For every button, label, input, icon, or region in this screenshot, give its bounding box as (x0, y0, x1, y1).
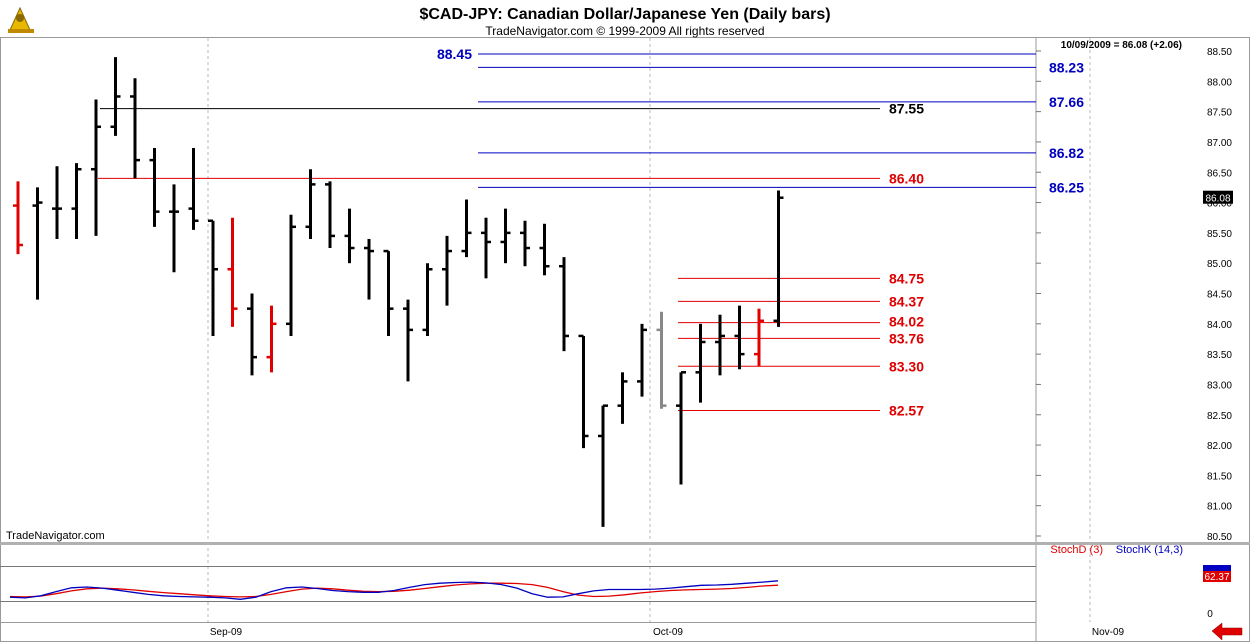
level-label: 88.23 (1049, 59, 1084, 75)
level-label: 84.75 (889, 270, 924, 286)
stoch-value-badge: 62.37 (1203, 565, 1231, 583)
ohlc-bar (559, 257, 569, 352)
ohlc-bar (520, 220, 530, 267)
last-quote-text: 10/09/2009 = 86.08 (+2.06) (1061, 40, 1182, 51)
ohlc-bar (422, 263, 433, 336)
ohlc-bar (442, 235, 452, 306)
x-tick-label: Nov-09 (1092, 627, 1125, 638)
ohlc-bar (383, 249, 394, 336)
x-tick-label: Sep-09 (210, 627, 243, 638)
ohlc-bar (403, 299, 413, 382)
stoch-series-line (9, 580, 779, 600)
stochastic-lines (9, 580, 779, 600)
level-label: 86.25 (1049, 179, 1084, 195)
month-gridlines (207, 38, 1091, 622)
level-label: 88.45 (437, 46, 472, 62)
red-left-arrow-icon[interactable] (1211, 622, 1243, 641)
stoch-value-label: 62.37 (1204, 572, 1229, 583)
y-tick-label: 85.50 (1207, 229, 1232, 240)
ohlc-bar (637, 323, 647, 397)
ohlc-bar (461, 199, 472, 258)
y-tick-label: 87.00 (1207, 138, 1232, 149)
chart-title: $CAD-JPY: Canadian Dollar/Japanese Yen (… (419, 6, 830, 23)
ohlc-bar (539, 223, 550, 276)
ohlc-bar (676, 371, 686, 485)
ohlc-bar (71, 163, 82, 239)
y-tick-label: 84.00 (1207, 320, 1232, 331)
ohlc-bar (598, 404, 608, 527)
level-label: 83.30 (889, 358, 924, 374)
price-bars (13, 57, 784, 527)
y-tick-label: 80.50 (1207, 532, 1232, 543)
ohlc-bar (52, 166, 62, 239)
ohlc-bar (656, 311, 667, 409)
ohlc-bar (227, 217, 238, 327)
ohlc-bar (130, 78, 140, 179)
y-tick-label: 83.00 (1207, 380, 1232, 391)
ohlc-bar (617, 372, 628, 424)
ohlc-bar (325, 181, 335, 249)
copyright-text: TradeNavigator.com © 1999-2009 All right… (485, 24, 764, 38)
y-tick-label: 85.00 (1207, 259, 1232, 270)
ohlc-bar (208, 219, 218, 336)
level-label: 86.40 (889, 170, 924, 186)
ohlc-bar (149, 148, 160, 227)
stoch-zero-tick: 0 (1207, 609, 1213, 620)
ohlc-bar (110, 57, 121, 136)
legend-stochk: StochK (14,3) (1116, 544, 1183, 556)
level-label: 87.66 (1049, 94, 1084, 110)
y-tick-label: 81.00 (1207, 502, 1232, 513)
ohlc-bar (734, 305, 745, 370)
ohlc-bar (286, 214, 296, 336)
ohlc-bar (305, 169, 316, 239)
stoch-series-line (9, 582, 779, 598)
y-tick-label: 82.50 (1207, 411, 1232, 422)
level-lines: 88.45 88.23 87.66 87.55 86.82 86.40 86.25 84.75… (98, 46, 1084, 419)
ohlc-bar (13, 181, 23, 255)
ohlc-bar (578, 334, 589, 449)
ohlc-bar (481, 217, 491, 279)
ohlc-bar (754, 308, 764, 367)
ohlc-bar (91, 99, 101, 236)
price-axis: 80.50 81.00 81.50 82.00 82.50 83.00 83.50 84.00… (1036, 47, 1232, 543)
level-label: 83.76 (889, 330, 924, 346)
level-label: 86.82 (1049, 145, 1084, 161)
x-tick-label: Oct-09 (653, 627, 683, 638)
ohlc-bar (169, 184, 179, 273)
y-tick-label: 82.00 (1207, 441, 1232, 452)
ohlc-bar (364, 238, 374, 300)
last-price-label: 86.08 (1205, 194, 1230, 205)
ohlc-bar (247, 293, 257, 376)
last-price-badge: 86.08 (1203, 190, 1233, 205)
y-tick-label: 83.50 (1207, 350, 1232, 361)
ohlc-bar (188, 148, 199, 230)
ohlc-bar (695, 323, 706, 403)
level-label: 84.02 (889, 314, 924, 330)
time-axis-labels: Sep-09 Oct-09 Nov-09 (210, 627, 1125, 638)
ohlc-bar (715, 314, 725, 376)
sextant-logo-icon (8, 6, 34, 33)
y-tick-label: 87.50 (1207, 108, 1232, 119)
y-tick-label: 84.50 (1207, 290, 1232, 301)
level-label: 84.37 (889, 293, 924, 309)
watermark-text: TradeNavigator.com (6, 530, 105, 542)
ohlc-bar (500, 208, 511, 264)
ohlc-bar (266, 305, 277, 373)
y-tick-label: 88.00 (1207, 77, 1232, 88)
level-label: 87.55 (889, 101, 924, 117)
y-tick-label: 86.50 (1207, 168, 1232, 179)
ohlc-bar (344, 208, 355, 264)
legend-stochd: StochD (3) (1050, 544, 1103, 556)
y-tick-label: 88.50 (1207, 47, 1232, 58)
level-label: 82.57 (889, 403, 924, 419)
ohlc-bar (773, 190, 784, 327)
y-tick-label: 86.00 (1207, 199, 1232, 210)
ohlc-bar (32, 187, 43, 300)
y-tick-label: 81.50 (1207, 471, 1232, 482)
